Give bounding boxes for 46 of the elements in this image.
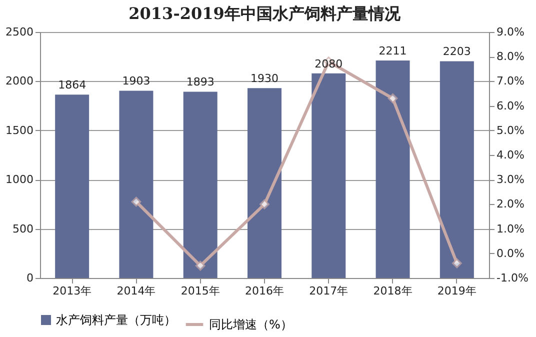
data-label: 1893 xyxy=(186,76,214,89)
x-tick-label: 2015年 xyxy=(180,284,220,298)
y2-tick-label: 0.0% xyxy=(496,246,524,260)
y2-tick-label: 7.0% xyxy=(496,74,524,88)
point xyxy=(452,258,462,268)
y2-tick-label: 2.0% xyxy=(496,198,524,211)
bar xyxy=(376,60,410,278)
y-tick-label: 500 xyxy=(12,222,34,236)
point xyxy=(131,196,142,207)
data-label: 2080 xyxy=(314,57,343,70)
y2-tick-label: 6.0% xyxy=(496,99,524,112)
y-tick-label: 2000 xyxy=(6,74,34,88)
x-tick-label: 2014年 xyxy=(116,284,156,298)
data-label: 1864 xyxy=(58,78,86,92)
y-tick-label: 0 xyxy=(26,272,34,284)
data-label: 1930 xyxy=(250,72,278,86)
y2-tick-label: 9.0% xyxy=(496,26,524,38)
bar xyxy=(55,94,90,278)
y-tick-label: 1500 xyxy=(6,124,34,137)
x-tick-label: 2017年 xyxy=(309,284,348,298)
data-label: 1903 xyxy=(122,74,150,88)
point xyxy=(195,260,206,271)
y2-tick-label: 1.0% xyxy=(496,222,524,236)
point xyxy=(388,93,398,104)
y2-tick-label: 8.0% xyxy=(496,50,524,64)
y2-tick-label: 5.0% xyxy=(496,124,524,137)
bar xyxy=(248,88,282,278)
x-tick-label: 2013年 xyxy=(52,284,92,298)
bar xyxy=(440,61,474,278)
data-label: 2211 xyxy=(378,44,407,58)
y2-tick-label: -1.0% xyxy=(496,272,528,284)
data-label: 2203 xyxy=(442,45,471,58)
x-tick-label: 2016年 xyxy=(245,284,284,298)
x-tick-label: 2018年 xyxy=(373,284,412,298)
chart-title: 2013-2019年中国水产饲料产量情况 xyxy=(128,4,402,23)
legend-label: 水产饲料产量（万吨） xyxy=(56,313,176,327)
y-tick-label: 1000 xyxy=(6,173,34,186)
point xyxy=(260,199,270,210)
y2-tick-label: 4.0% xyxy=(496,148,524,162)
x-tick-label: 2019年 xyxy=(437,284,476,298)
bar xyxy=(183,92,218,278)
bar xyxy=(119,90,154,278)
legend-label: 同比增速（%） xyxy=(209,318,292,332)
y2-tick-label: 3.0% xyxy=(496,173,524,186)
bar xyxy=(312,73,346,278)
y-tick-label: 2500 xyxy=(6,26,34,38)
